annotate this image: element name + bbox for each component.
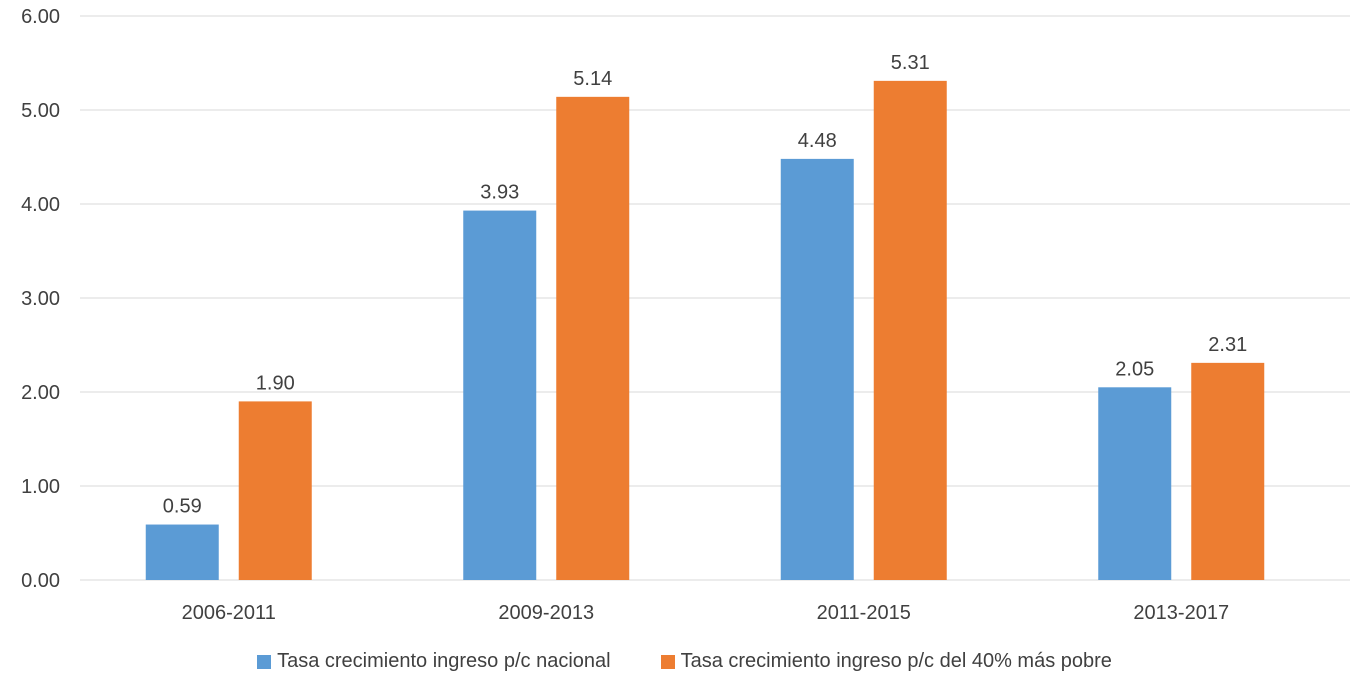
legend-swatch-nacional — [257, 654, 272, 669]
bar-series-0-cat-1 — [463, 210, 537, 580]
legend-label-40-pobre: Tasa crecimiento ingreso p/c del 40% más… — [680, 650, 1112, 672]
legend-swatch-40-pobre — [660, 654, 675, 669]
y-axis-tick-labels: 0.00 1.00 2.00 3.00 4.00 5.00 6.00 — [21, 6, 60, 592]
y-tick-label: 6.00 — [21, 6, 60, 28]
bar-series-1-cat-0 — [238, 401, 312, 580]
data-label: 3.93 — [480, 182, 519, 204]
legend-label-nacional: Tasa crecimiento ingreso p/c nacional — [277, 650, 611, 672]
bar-series-0-cat-2 — [780, 158, 854, 580]
data-label: 5.14 — [573, 68, 612, 90]
y-tick-label: 3.00 — [21, 288, 60, 310]
data-label: 5.31 — [891, 52, 930, 74]
data-labels: 0.59 1.90 3.93 5.14 4.48 5.31 2.05 2.31 — [163, 52, 1247, 518]
data-label: 1.90 — [256, 372, 295, 394]
x-tick-label: 2013-2017 — [1133, 602, 1229, 624]
data-label: 2.31 — [1208, 334, 1247, 356]
y-tick-label: 2.00 — [21, 382, 60, 404]
x-tick-label: 2009-2013 — [498, 602, 594, 624]
y-tick-label: 4.00 — [21, 194, 60, 216]
bars — [145, 80, 1265, 581]
bar-series-0-cat-3 — [1098, 387, 1172, 580]
x-tick-label: 2006-2011 — [182, 602, 276, 624]
legend: Tasa crecimiento ingreso p/c nacional Ta… — [0, 650, 1369, 673]
legend-item-nacional: Tasa crecimiento ingreso p/c nacional — [257, 650, 611, 673]
x-axis-tick-labels: 2006-2011 2009-2013 2011-2015 2013-2017 — [182, 602, 1229, 624]
bar-series-1-cat-3 — [1191, 362, 1265, 580]
y-tick-label: 1.00 — [21, 476, 60, 498]
legend-item-40-pobre: Tasa crecimiento ingreso p/c del 40% más… — [660, 650, 1112, 673]
y-tick-label: 5.00 — [21, 100, 60, 122]
data-label: 0.59 — [163, 496, 202, 518]
data-label: 2.05 — [1115, 358, 1154, 380]
x-tick-label: 2011-2015 — [817, 602, 911, 624]
y-tick-label: 0.00 — [21, 570, 60, 592]
bar-series-1-cat-1 — [556, 96, 630, 580]
bar-series-0-cat-0 — [145, 524, 219, 580]
data-label: 4.48 — [798, 130, 837, 152]
bar-chart: 0.00 1.00 2.00 3.00 4.00 5.00 6.00 0.59 1.90 3.9… — [21, 6, 1350, 624]
bar-series-1-cat-2 — [873, 80, 947, 581]
